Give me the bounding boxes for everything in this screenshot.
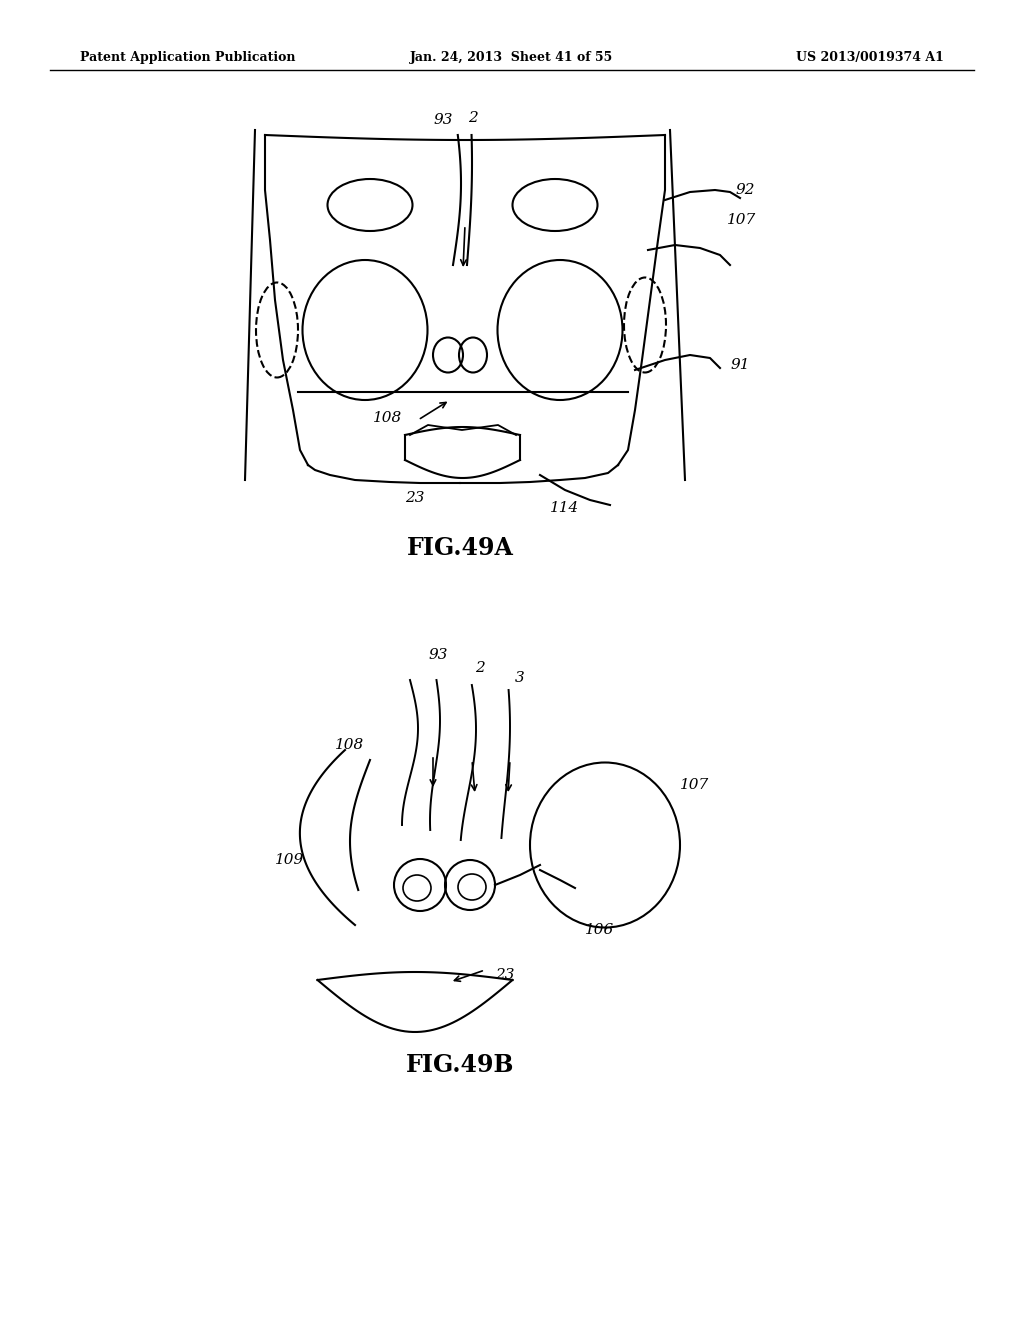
Text: 107: 107 <box>727 213 757 227</box>
Text: 93: 93 <box>433 114 453 127</box>
Text: 23: 23 <box>406 491 425 506</box>
Text: 114: 114 <box>550 502 580 515</box>
Text: FIG.49B: FIG.49B <box>406 1053 514 1077</box>
Text: 109: 109 <box>275 853 304 867</box>
Text: 107: 107 <box>680 777 710 792</box>
Text: 108: 108 <box>336 738 365 752</box>
Text: 92: 92 <box>735 183 755 197</box>
Text: 108: 108 <box>374 411 402 425</box>
Text: Jan. 24, 2013  Sheet 41 of 55: Jan. 24, 2013 Sheet 41 of 55 <box>411 51 613 65</box>
Text: 23: 23 <box>496 968 515 982</box>
Text: 106: 106 <box>586 923 614 937</box>
Text: US 2013/0019374 A1: US 2013/0019374 A1 <box>796 51 944 65</box>
Text: 93: 93 <box>428 648 447 663</box>
Text: 3: 3 <box>515 671 525 685</box>
Text: FIG.49A: FIG.49A <box>407 536 513 560</box>
Text: 2: 2 <box>475 661 485 675</box>
Text: 91: 91 <box>730 358 750 372</box>
Text: Patent Application Publication: Patent Application Publication <box>80 51 296 65</box>
Text: 2: 2 <box>468 111 478 125</box>
